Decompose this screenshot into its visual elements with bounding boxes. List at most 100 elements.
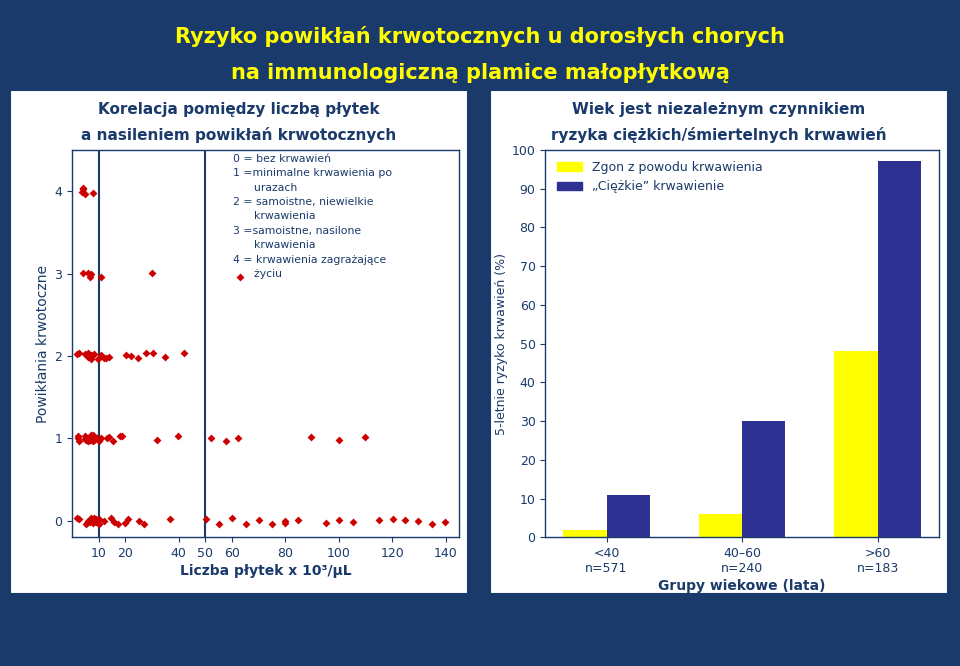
Point	[318, 517, 333, 528]
Point	[83, 513, 98, 523]
Point	[88, 517, 104, 527]
Point	[77, 431, 92, 442]
Point	[121, 513, 136, 524]
Point	[84, 433, 99, 444]
Point	[291, 514, 306, 525]
Point	[81, 515, 96, 526]
Point	[84, 430, 100, 441]
Text: Korelacja pomiędzy liczbą płytek: Korelacja pomiędzy liczbą płytek	[98, 102, 380, 117]
Point	[150, 434, 165, 445]
Point	[86, 435, 102, 446]
Legend: Zgon z powodu krwawienia, „Ciężkie” krwawienie: Zgon z powodu krwawienia, „Ciężkie” krwa…	[552, 156, 767, 198]
Text: na immunologiczną plamice małopłytkową: na immunologiczną plamice małopłytkową	[230, 63, 730, 83]
Point	[277, 515, 293, 526]
Point	[118, 350, 133, 360]
Point	[102, 352, 117, 362]
Text: 1977;3:160–174: 1977;3:160–174	[223, 623, 323, 636]
Point	[303, 432, 319, 443]
Point	[411, 515, 426, 526]
Point	[83, 434, 98, 445]
Point	[90, 354, 106, 364]
Point	[107, 517, 122, 527]
Y-axis label: 5-letnie ryzyko krwawień (%): 5-letnie ryzyko krwawień (%)	[494, 252, 508, 435]
Point	[252, 515, 267, 525]
Point	[74, 187, 89, 198]
Point	[93, 272, 108, 282]
Point	[83, 435, 98, 446]
Point	[84, 514, 99, 525]
Point	[124, 350, 139, 361]
X-axis label: Liczba płytek x 10³/µL: Liczba płytek x 10³/µL	[180, 564, 351, 578]
Point	[198, 513, 213, 524]
Text: Wiek jest niezależnym czynnikiem: Wiek jest niezależnym czynnikiem	[572, 102, 866, 117]
Point	[92, 518, 108, 529]
Point	[225, 513, 240, 523]
Point	[112, 430, 128, 441]
Point	[83, 517, 98, 527]
Point	[87, 515, 103, 525]
Point	[96, 515, 111, 526]
Point	[232, 272, 248, 282]
Bar	[607, 495, 650, 537]
Point	[76, 268, 91, 278]
Point	[157, 352, 173, 362]
Text: Lacey & Penner.: Lacey & Penner.	[19, 623, 118, 636]
Point	[80, 348, 95, 358]
Point	[99, 353, 114, 364]
Point	[424, 518, 440, 529]
X-axis label: Grupy wiekowe (lata): Grupy wiekowe (lata)	[659, 579, 826, 593]
Point	[93, 433, 108, 444]
Point	[371, 515, 386, 525]
Point	[84, 354, 99, 364]
Point	[117, 517, 132, 528]
Point	[83, 271, 98, 282]
Point	[85, 517, 101, 528]
Bar	[742, 421, 785, 537]
Point	[163, 514, 179, 525]
Point	[132, 515, 147, 526]
Point	[238, 518, 253, 529]
Point	[204, 432, 219, 443]
Point	[96, 352, 111, 363]
Point	[86, 513, 102, 523]
Point	[81, 436, 96, 446]
Point	[81, 268, 96, 279]
Point	[145, 348, 160, 359]
Point	[211, 518, 227, 529]
Text: ryzyka ciężkich/śmiertelnych krwawień: ryzyka ciężkich/śmiertelnych krwawień	[551, 127, 887, 143]
Text: 0 = bez krwawień
1 =minimalne krwawienia po
      urazach
2 = samoistne, niewiel: 0 = bez krwawień 1 =minimalne krwawienia…	[232, 154, 392, 279]
Point	[84, 350, 99, 360]
Text: Ryzyko powikłań krwotocznych u dorosłych chorych: Ryzyko powikłań krwotocznych u dorosłych…	[175, 26, 785, 47]
Point	[438, 517, 453, 527]
Bar	[564, 529, 607, 537]
Point	[91, 513, 107, 524]
Point	[85, 188, 101, 198]
Y-axis label: Powikłania krwotoczne: Powikłania krwotoczne	[36, 264, 50, 423]
Point	[397, 515, 413, 525]
Point	[78, 189, 93, 200]
Point	[346, 517, 361, 527]
Bar	[877, 161, 921, 537]
Point	[136, 518, 152, 529]
Point	[85, 436, 101, 446]
Point	[264, 519, 279, 529]
Point	[75, 183, 90, 194]
Bar	[699, 514, 742, 537]
Point	[145, 267, 160, 278]
Text: Semin Thromb Hemost: Semin Thromb Hemost	[109, 623, 246, 636]
Point	[104, 513, 119, 523]
Point	[70, 348, 85, 359]
Point	[177, 348, 192, 359]
Point	[81, 516, 96, 527]
Point	[72, 348, 87, 359]
Point	[70, 431, 85, 442]
Point	[385, 513, 400, 524]
Point	[230, 432, 246, 443]
Point	[84, 268, 99, 279]
Point	[72, 513, 87, 524]
Point	[80, 435, 95, 446]
Point	[110, 518, 126, 529]
Point	[100, 432, 115, 443]
Point	[131, 352, 146, 363]
Point	[331, 435, 347, 446]
